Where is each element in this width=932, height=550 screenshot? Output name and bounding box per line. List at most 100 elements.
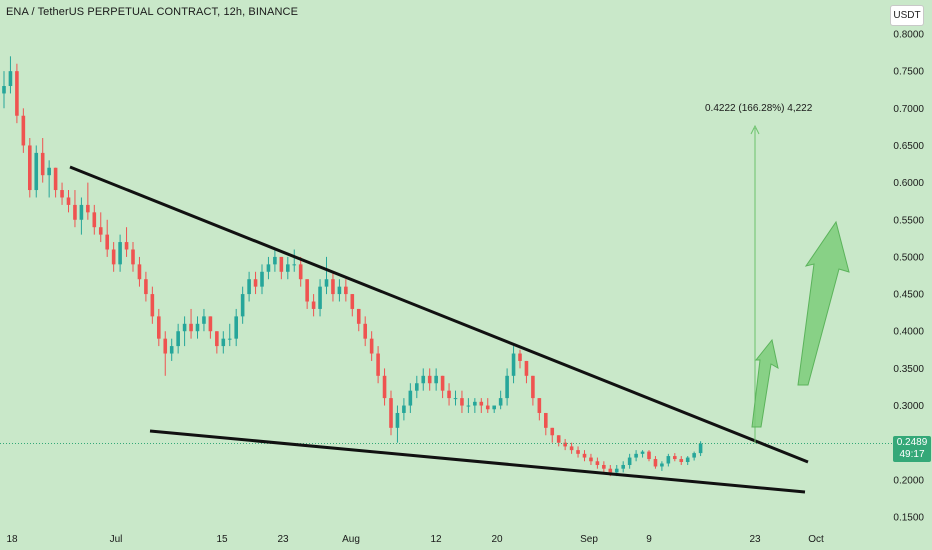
candle-body xyxy=(614,468,619,473)
candle-body xyxy=(176,331,180,347)
candle-body xyxy=(53,167,58,191)
candle-body xyxy=(253,279,258,287)
candle-body xyxy=(518,353,522,361)
candle-body xyxy=(21,115,26,146)
candle-body xyxy=(640,451,645,454)
candle-body xyxy=(602,464,606,469)
time-tick-label: 9 xyxy=(646,534,652,545)
candle-body xyxy=(324,279,329,287)
candle-body xyxy=(460,398,464,406)
candle-body xyxy=(427,375,432,384)
candle-body xyxy=(679,459,684,463)
candle-body xyxy=(582,453,587,458)
candle-body xyxy=(66,197,71,205)
candle-body xyxy=(382,375,387,399)
time-tick-label: 18 xyxy=(6,534,18,545)
candle-body xyxy=(124,242,129,250)
price-tick-label: 0.2000 xyxy=(893,475,924,486)
candle-body xyxy=(286,264,290,272)
price-tick-label: 0.1500 xyxy=(893,513,924,524)
candle-body xyxy=(344,286,348,295)
candle-body xyxy=(415,383,419,391)
candle-body xyxy=(466,405,471,407)
candle-body xyxy=(15,71,19,116)
candle-body xyxy=(544,412,548,428)
candle-body xyxy=(673,456,677,460)
currency-button[interactable]: USDT xyxy=(890,5,924,26)
time-tick-label: 23 xyxy=(277,534,289,545)
time-tick-label: 12 xyxy=(430,534,442,545)
candle-body xyxy=(376,353,380,376)
candle-body xyxy=(621,464,625,469)
price-tick-label: 0.3000 xyxy=(893,401,924,412)
small-up-arrow xyxy=(751,338,779,428)
candle-body xyxy=(144,279,148,295)
candle-body xyxy=(105,234,109,250)
measure-arrowhead xyxy=(750,124,760,135)
candle-body xyxy=(195,323,200,332)
candle-body xyxy=(292,264,297,266)
candle-body xyxy=(595,461,600,465)
candle-body xyxy=(576,450,580,454)
candle-body xyxy=(208,316,213,332)
candle-body xyxy=(389,398,393,428)
price-tick-label: 0.6500 xyxy=(893,141,924,152)
candle-body xyxy=(485,405,490,410)
candle-body xyxy=(421,375,426,384)
time-tick-label: 15 xyxy=(216,534,228,545)
time-tick-label: Aug xyxy=(342,534,360,545)
candle-body xyxy=(273,256,277,265)
candle-body xyxy=(279,256,284,272)
candle-body xyxy=(131,249,135,265)
candle-body xyxy=(337,286,342,295)
candle-body xyxy=(157,316,161,339)
last-price-tag: 0.2489 49:17 xyxy=(893,436,931,462)
candle-body xyxy=(240,294,245,317)
time-tick-label: 20 xyxy=(491,534,503,545)
candle-body xyxy=(98,227,103,235)
price-tick-label: 0.7000 xyxy=(893,104,924,115)
price-tick-label: 0.8000 xyxy=(893,30,924,41)
candle-body xyxy=(402,405,406,413)
lower-trendline xyxy=(149,429,806,494)
candle-body xyxy=(369,338,374,354)
last-price-value: 0.2489 xyxy=(896,437,928,448)
candle-body xyxy=(608,468,613,473)
candle-body xyxy=(111,249,116,265)
candle-body xyxy=(182,323,187,332)
time-axis[interactable]: 18 Jul 15 23 Aug 12 20 Sep 9 23 Oct xyxy=(6,534,824,545)
candle-body xyxy=(434,375,438,384)
candle-body xyxy=(660,463,664,467)
time-tick-label: Sep xyxy=(580,534,598,545)
candle-body xyxy=(34,152,39,191)
candle-body xyxy=(79,204,84,220)
candle-body xyxy=(247,279,251,295)
candle-body xyxy=(363,323,367,339)
price-tick-label: 0.3500 xyxy=(893,364,924,375)
candle-body xyxy=(524,360,529,376)
candle-body xyxy=(447,390,451,399)
candle-body xyxy=(350,294,355,309)
candle-body xyxy=(227,338,232,340)
candle-body xyxy=(266,264,271,272)
candle-body xyxy=(150,294,155,317)
candle-body xyxy=(395,412,400,428)
candle-body xyxy=(189,323,193,332)
price-tick-label: 0.4500 xyxy=(893,290,924,301)
candle-body xyxy=(634,453,638,458)
time-tick-label: Jul xyxy=(110,534,123,545)
candle-body xyxy=(492,405,496,410)
candle-body xyxy=(2,86,6,94)
time-tick-label: Oct xyxy=(808,534,824,545)
candle-body xyxy=(260,271,264,287)
candle-body xyxy=(60,190,64,198)
candles-layer xyxy=(2,56,703,477)
large-up-arrow xyxy=(797,220,850,386)
price-tick-label: 0.5500 xyxy=(893,215,924,226)
chart-title: ENA / TetherUS PERPETUAL CONTRACT, 12h, … xyxy=(6,6,299,18)
candle-body xyxy=(40,152,45,176)
candle-body xyxy=(356,308,361,324)
